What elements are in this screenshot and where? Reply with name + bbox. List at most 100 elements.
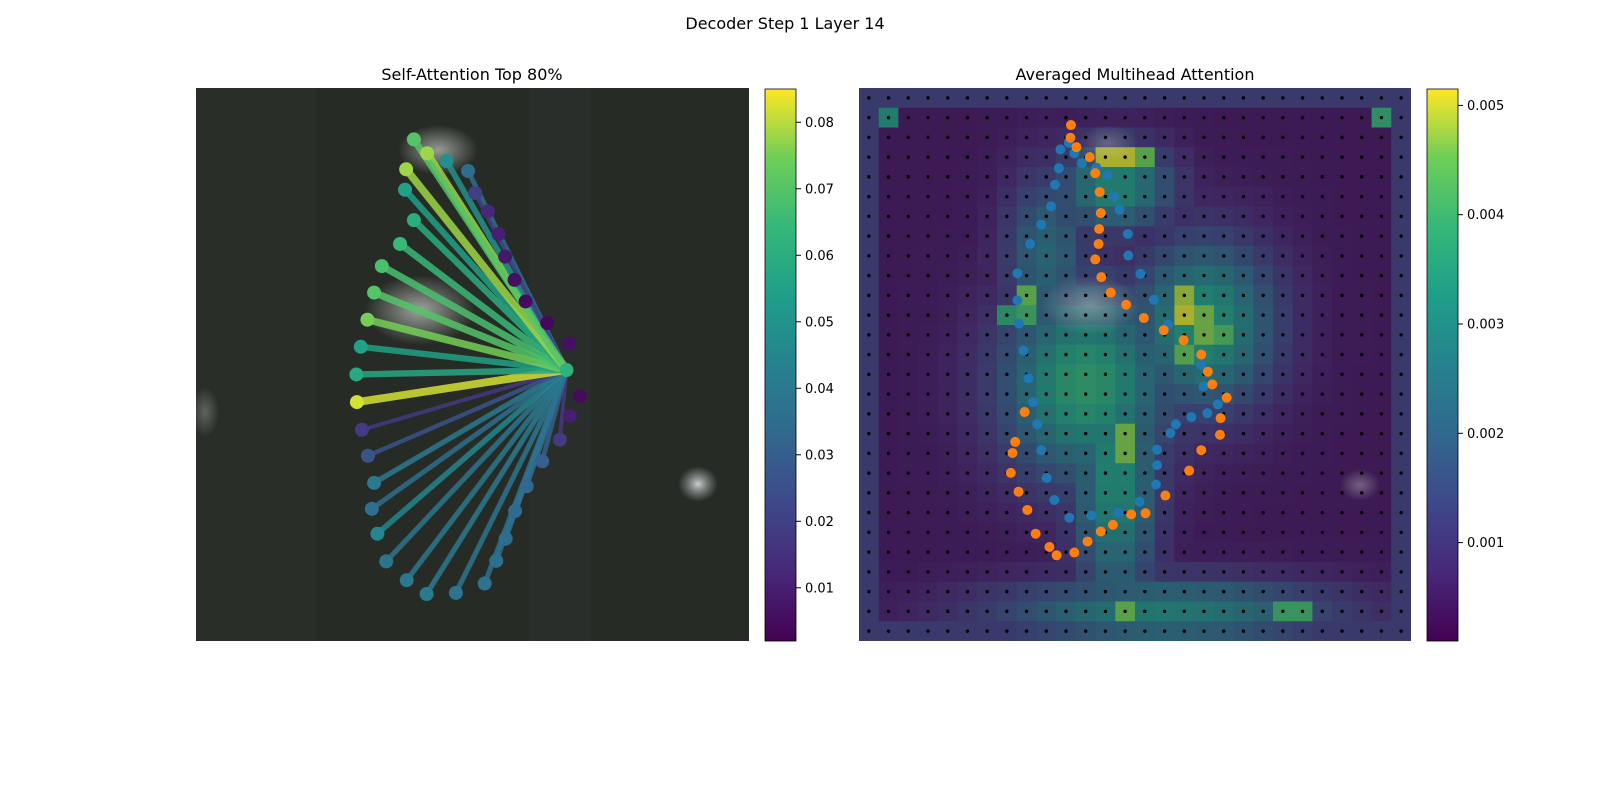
grid-dot (1340, 293, 1344, 298)
grid-dot (965, 372, 970, 377)
grid-dot (1241, 313, 1246, 317)
attention-point-25 (364, 501, 379, 516)
grid-dot (1379, 115, 1384, 120)
grid-dot (867, 550, 871, 554)
grid-dot (1103, 629, 1108, 633)
grid-dot (1005, 293, 1009, 298)
blue-point-11 (1148, 294, 1159, 305)
grid-dot (926, 372, 930, 377)
grid-dot (1103, 333, 1108, 337)
grid-dot (1162, 96, 1167, 100)
grid-dot (946, 510, 950, 515)
grid-dot (1320, 372, 1324, 377)
grid-dot (1241, 333, 1246, 337)
grid-dot (906, 530, 910, 535)
grid-dot (886, 175, 891, 179)
right-colorbar-ticks: 0.001 0.002 0.003 0.004 0.005 (1458, 99, 1504, 551)
grid-dot (906, 510, 910, 515)
blue-point-0 (1055, 144, 1066, 155)
grid-dot (867, 254, 871, 258)
grid-dot (1064, 115, 1068, 120)
grid-dot (985, 155, 989, 159)
grid-dot (1103, 352, 1108, 357)
grid-dot (1143, 214, 1147, 219)
grid-dot (1024, 313, 1029, 317)
grid-dot (1202, 254, 1206, 258)
grid-dot (1241, 194, 1246, 199)
grid-dot (1281, 155, 1285, 159)
grid-dot (1064, 570, 1068, 574)
blue-point-25 (1086, 510, 1097, 521)
grid-dot (1044, 313, 1048, 317)
grid-dot (1300, 372, 1305, 377)
grid-dot (1399, 293, 1403, 298)
grid-dot (1281, 510, 1285, 515)
grid-dot (1320, 530, 1324, 535)
grid-dot (1379, 530, 1384, 535)
attention-points (349, 132, 587, 601)
grid-dot (1182, 254, 1186, 258)
blue-point-35 (1012, 295, 1023, 306)
grid-dot (1399, 550, 1403, 554)
grid-dot (1320, 333, 1324, 337)
grid-dot (1162, 254, 1167, 258)
grid-dot (1320, 194, 1324, 199)
grid-dot (906, 491, 910, 495)
blue-point-20 (1152, 444, 1163, 455)
grid-dot (926, 115, 930, 120)
grid-dot (1241, 550, 1246, 554)
grid-dot (1300, 333, 1305, 337)
grid-dot (1320, 214, 1324, 219)
grid-dot (1222, 570, 1226, 574)
grid-dot (965, 155, 970, 159)
grid-dot (1281, 589, 1285, 594)
grid-dot (906, 254, 910, 258)
grid-dot (1182, 115, 1186, 120)
grid-dot (906, 451, 910, 456)
grid-dot (1005, 491, 1009, 495)
grid-dot (985, 530, 989, 535)
grid-dot (867, 234, 871, 238)
grid-dot (1399, 372, 1403, 377)
left-background-shade (196, 88, 316, 641)
orange-point-9 (1090, 254, 1101, 265)
grid-dot (906, 194, 910, 199)
grid-dot (1044, 372, 1048, 377)
grid-dot (946, 609, 950, 614)
grid-dot (1360, 115, 1364, 120)
grid-dot (1222, 96, 1226, 100)
grid-dot (985, 214, 989, 219)
grid-dot (1103, 392, 1108, 396)
grid-dot (886, 550, 891, 554)
orange-point-29 (1082, 536, 1093, 547)
grid-dot (1261, 293, 1265, 298)
grid-dot (965, 313, 970, 317)
grid-dot (1300, 471, 1305, 475)
colorbar-tick-label-1: 0.02 (805, 515, 834, 530)
attention-point-14 (535, 454, 550, 469)
grid-dot (1222, 115, 1226, 120)
grid-dot (1162, 609, 1167, 614)
grid-dot (1103, 254, 1108, 258)
grid-dot (1340, 175, 1344, 179)
attention-point-27 (360, 448, 375, 463)
grid-dot (886, 194, 891, 199)
grid-dot (1084, 115, 1088, 120)
grid-dot (867, 194, 871, 199)
attention-lines (356, 137, 570, 596)
grid-dot (985, 550, 989, 554)
grid-dot (1084, 175, 1088, 179)
grid-dot (1064, 194, 1068, 199)
grid-dot (1379, 273, 1384, 278)
grid-dot (1064, 471, 1068, 475)
orange-point-21 (1215, 429, 1226, 440)
grid-dot (926, 589, 930, 594)
grid-dot (1123, 629, 1127, 633)
right-panel-title: Averaged Multihead Attention (1016, 65, 1255, 84)
grid-dot (906, 609, 910, 614)
grid-dot (1399, 609, 1403, 614)
grid-dot (1064, 392, 1068, 396)
grid-dot (985, 254, 989, 258)
grid-dot (1044, 510, 1048, 515)
grid-dot (1202, 194, 1206, 199)
